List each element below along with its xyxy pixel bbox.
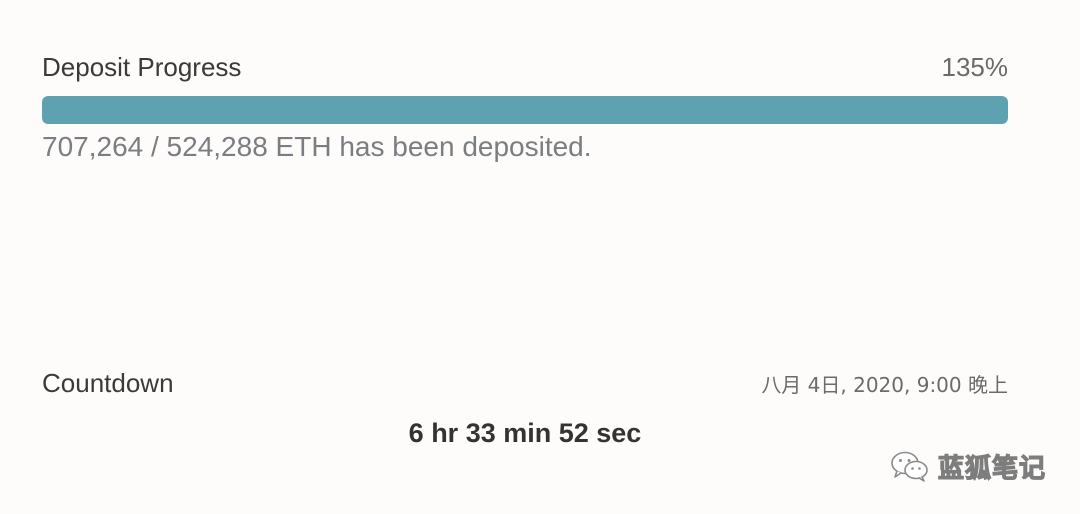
countdown-timer: 6 hr 33 min 52 sec <box>408 418 642 448</box>
countdown-section: Countdown 八月 4日, 2020, 9:00 晚上 <box>42 366 1008 402</box>
countdown-title: Countdown <box>42 368 174 398</box>
wechat-icon <box>890 450 930 484</box>
watermark-text: 蓝狐笔记 <box>937 453 1047 484</box>
countdown-header: Countdown 八月 4日, 2020, 9:00 晚上 <box>42 366 1008 402</box>
deposit-header: Deposit Progress 135% <box>42 50 1008 84</box>
deposit-progress-bar <box>42 96 1008 124</box>
deposit-progress-title: Deposit Progress <box>42 52 242 82</box>
deposit-status-text: 707,264 / 524,288 ETH has been deposited… <box>42 131 592 162</box>
deposit-percent-label: 135% <box>941 52 1009 82</box>
deposit-progress-bar-fill <box>42 96 1008 124</box>
deposit-progress-section: Deposit Progress 135% 707,264 / 524,288 … <box>42 50 1008 164</box>
watermark: 蓝狐笔记 <box>890 448 1046 485</box>
countdown-target-date: 八月 4日, 2020, 9:00 晚上 <box>761 373 1008 397</box>
